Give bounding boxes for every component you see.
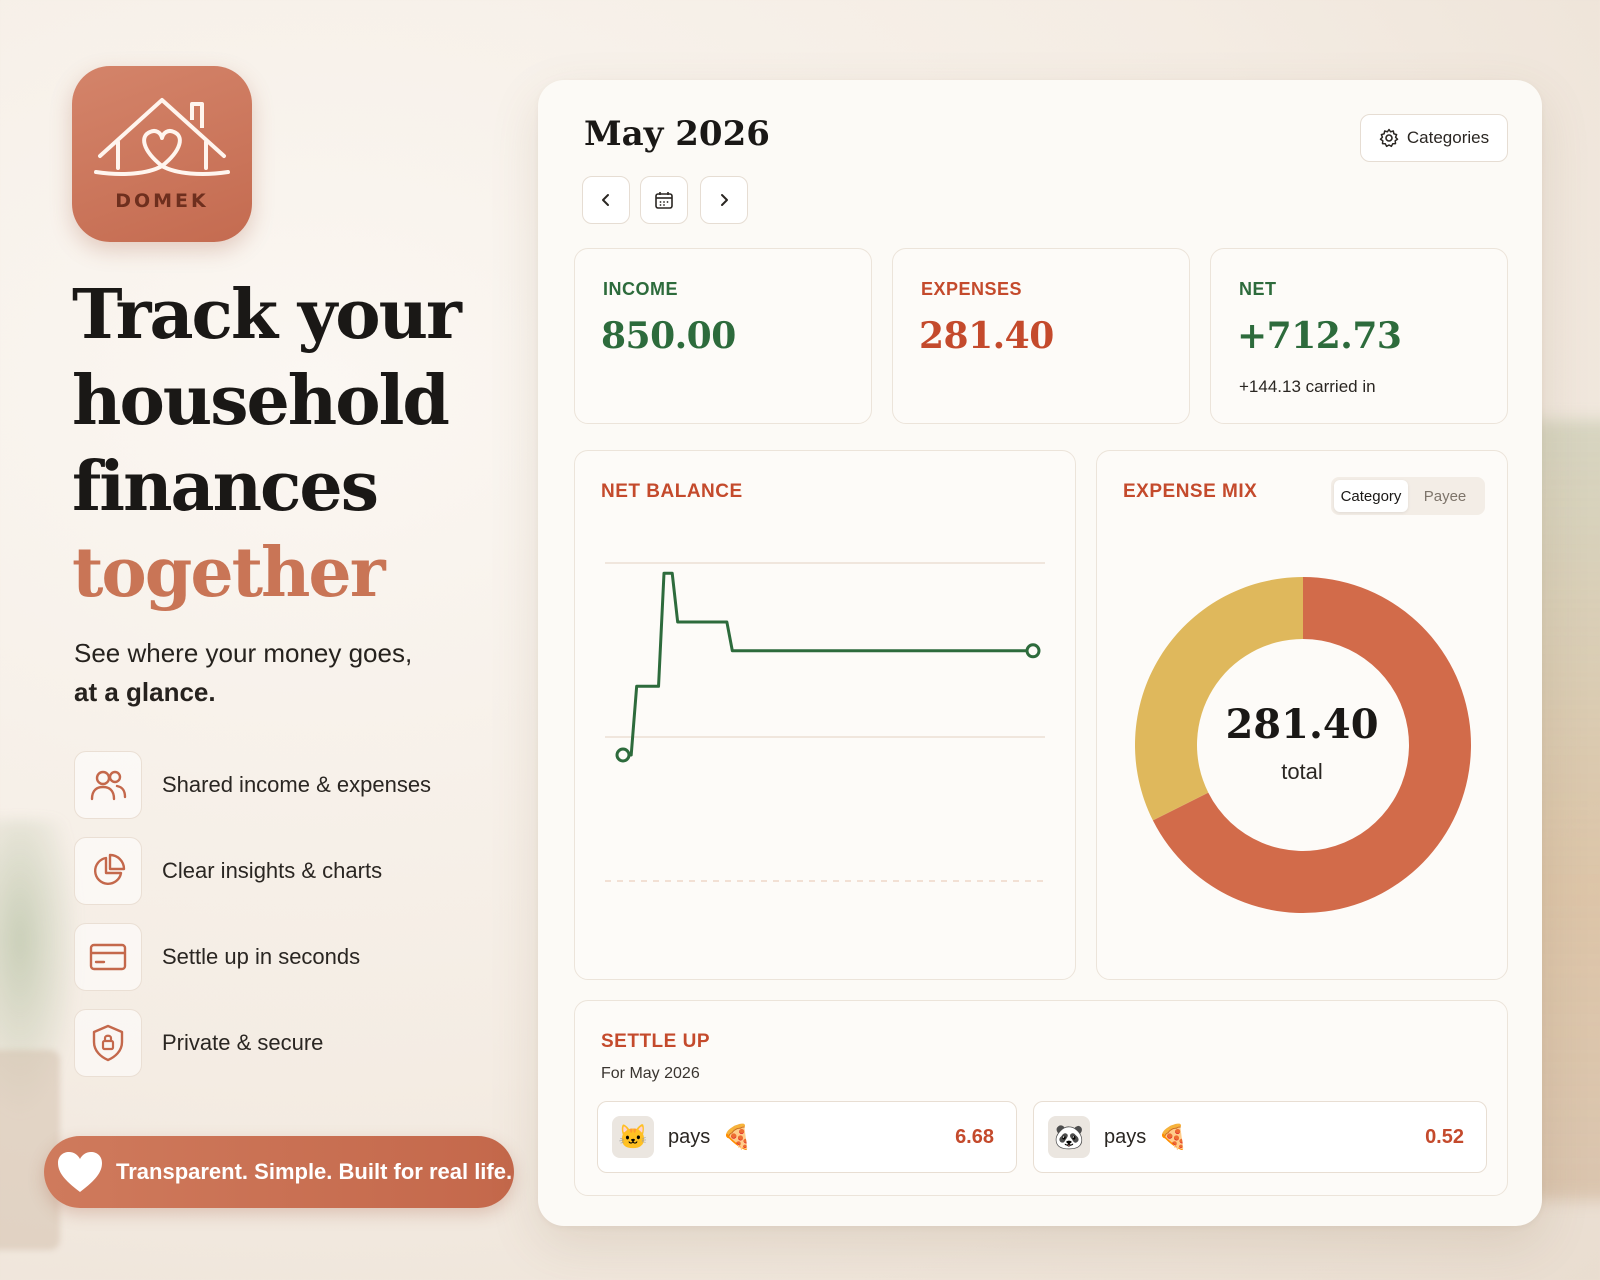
donut-total-value: 281.40 [1225, 701, 1379, 748]
settle-row[interactable]: 🐼 pays 🍕 0.52 [1033, 1101, 1487, 1173]
feature-item: Private & secure [74, 1000, 431, 1086]
prev-month-button[interactable] [582, 176, 630, 224]
feature-label: Clear insights & charts [162, 858, 383, 883]
settle-up-panel: SETTLE UP For May 2026 🐱 pays 🍕 6.68 🐼 p… [574, 1000, 1508, 1196]
chevron-left-icon [602, 194, 609, 206]
feature-item: Settle up in seconds [74, 914, 431, 1000]
feature-label: Shared income & expenses [162, 772, 432, 797]
settle-verb: pays [668, 1125, 711, 1148]
categories-label: Categories [1406, 128, 1490, 147]
subhead-bold: at a glance. [74, 677, 216, 707]
feature-label: Settle up in seconds [162, 944, 361, 969]
expenses-value: 281.40 [919, 315, 1054, 357]
expenses-card: EXPENSES 281.40 [892, 248, 1190, 424]
donut-slice [1152, 577, 1471, 913]
month-title: May 2026 [584, 114, 770, 154]
feature-item: Clear insights & charts [74, 828, 431, 914]
net-label: NET [1239, 279, 1277, 299]
line-endpoint [615, 747, 631, 763]
feature-list: Shared income & expenses Clear insights … [74, 742, 431, 1086]
settle-amount: 6.68 [955, 1125, 994, 1148]
people-icon [74, 751, 142, 819]
payee-avatar: 🍕 [722, 1123, 753, 1151]
app-name: DOMEK [115, 190, 209, 212]
calendar-button[interactable] [640, 176, 688, 224]
net-card: NET +712.73 +144.13 carried in [1210, 248, 1508, 424]
net-carried-in: +144.13 carried in [1239, 377, 1376, 396]
expense-mix-panel: EXPENSE MIX Category Payee 281.40 total [1096, 450, 1508, 980]
credit-card-icon [74, 923, 142, 991]
avatar: 🐼 [1048, 1116, 1090, 1158]
expense-mix-toggle: Category Payee [1331, 477, 1485, 515]
calendar-icon [655, 192, 673, 209]
payee-avatar: 🍕 [1158, 1123, 1189, 1151]
net-balance-chart [605, 562, 1045, 882]
income-label: INCOME [603, 279, 678, 299]
heart-icon [58, 1152, 102, 1192]
feature-label: Private & secure [162, 1030, 324, 1055]
pie-chart-icon [74, 837, 142, 905]
subhead-text: See where your money goes, [74, 638, 413, 668]
income-card: INCOME 850.00 [574, 248, 872, 424]
income-value: 850.00 [601, 315, 736, 357]
house-heart-icon [94, 98, 230, 176]
app-icon: DOMEK [72, 66, 252, 242]
headline-line-3: finances [72, 447, 379, 527]
expense-mix-title: EXPENSE MIX [1123, 481, 1258, 502]
headline-accent: together [72, 533, 386, 613]
tagline-pill: Transparent. Simple. Built for real life… [44, 1136, 514, 1208]
settle-amount: 0.52 [1425, 1125, 1464, 1148]
settle-verb: pays [1104, 1125, 1147, 1148]
tab-payee[interactable]: Payee [1423, 487, 1467, 505]
settle-row[interactable]: 🐱 pays 🍕 6.68 [597, 1101, 1017, 1173]
gear-icon [1379, 128, 1399, 148]
categories-button[interactable]: Categories [1360, 114, 1508, 162]
line-endpoint [1025, 643, 1041, 659]
expenses-label: EXPENSES [921, 279, 1023, 299]
donut-slice [1135, 577, 1303, 821]
dashboard-card: May 2026 Categories INCOME 850.00 EXPENS… [538, 80, 1542, 1226]
settle-up-subtitle: For May 2026 [601, 1065, 700, 1082]
net-value: +712.73 [1237, 315, 1402, 357]
chevron-right-icon [721, 194, 728, 206]
headline: Track your household finances together [72, 272, 502, 616]
tab-category[interactable]: Category [1334, 480, 1408, 512]
shield-lock-icon [74, 1009, 142, 1077]
headline-line-1: Track your [72, 275, 462, 355]
avatar: 🐱 [612, 1116, 654, 1158]
net-balance-panel: NET BALANCE [574, 450, 1076, 980]
net-balance-title: NET BALANCE [601, 481, 743, 502]
tagline-text: Transparent. Simple. Built for real life… [116, 1159, 513, 1184]
subhead: See where your money goes, at a glance. [74, 634, 494, 712]
net-balance-line [623, 571, 1033, 757]
donut-total-label: total [1281, 759, 1323, 784]
headline-line-2: household [72, 361, 450, 441]
next-month-button[interactable] [700, 176, 748, 224]
expense-mix-donut [1135, 577, 1471, 913]
feature-item: Shared income & expenses [74, 742, 431, 828]
settle-up-title: SETTLE UP [601, 1031, 711, 1052]
